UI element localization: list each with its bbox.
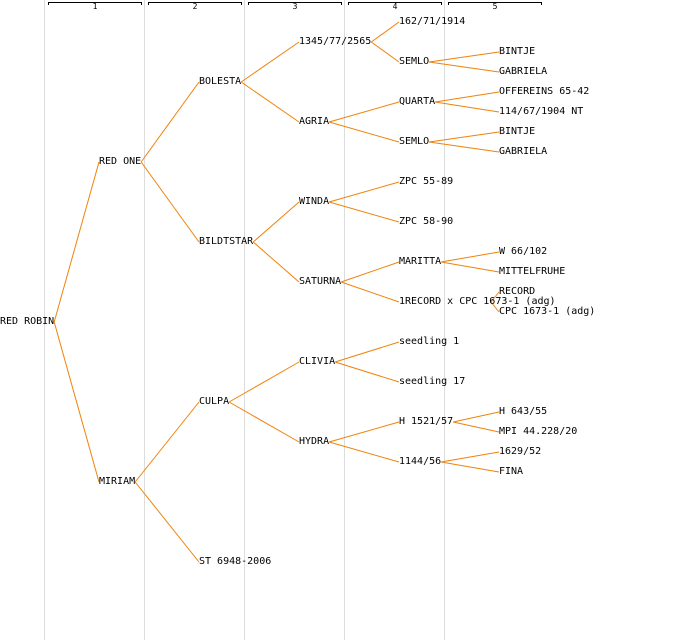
generation-number: 2 [192, 2, 198, 11]
pedigree-edge [252, 241, 300, 283]
pedigree-node-offereins-65-42: OFFEREINS 65-42 [499, 86, 590, 97]
pedigree-node-clivia: CLIVIA [299, 356, 336, 367]
pedigree-edge [435, 101, 500, 113]
pedigree-edge [490, 301, 500, 313]
pedigree-node-agria: AGRIA [299, 116, 330, 127]
pedigree-node-bolesta: BOLESTA [199, 76, 242, 87]
pedigree-node-mittelfruhe: MITTELFRUHE [499, 266, 566, 277]
pedigree-node-h-643-55: H 643/55 [499, 406, 548, 417]
pedigree-edge [370, 41, 400, 63]
pedigree-edge [453, 411, 500, 423]
generation-4-header: 4 [348, 0, 442, 11]
generation-bracket [248, 2, 342, 5]
pedigree-node-record: RECORD [499, 286, 536, 297]
column-divider [44, 0, 45, 640]
pedigree-node-bildtstar: BILDTSTAR [199, 236, 254, 247]
pedigree-edge [140, 161, 200, 243]
generation-bracket [448, 2, 542, 5]
pedigree-edge [334, 361, 400, 383]
pedigree-node-mpi-44-228-20: MPI 44.228/20 [499, 426, 578, 437]
pedigree-edge [240, 41, 300, 83]
pedigree-node-zpc-58-90: ZPC 58-90 [399, 216, 454, 227]
generation-number: 4 [392, 2, 398, 11]
generation-number: 3 [292, 2, 298, 11]
column-divider [244, 0, 245, 640]
column-divider [444, 0, 445, 640]
pedigree-node-maritta: MARITTA [399, 256, 442, 267]
pedigree-node-hydra: HYDRA [299, 436, 330, 447]
pedigree-edge [429, 61, 500, 73]
pedigree-edge [490, 291, 500, 303]
pedigree-node-quarta: QUARTA [399, 96, 436, 107]
pedigree-edge [328, 101, 400, 123]
pedigree-node-bintje: BINTJE [499, 126, 536, 137]
pedigree-edge [53, 161, 100, 323]
pedigree-edge [140, 81, 200, 163]
pedigree-node-semlo: SEMLO [399, 56, 430, 67]
pedigree-node-w-66-102: W 66/102 [499, 246, 548, 257]
generation-bracket [148, 2, 242, 5]
pedigree-edge [53, 321, 100, 483]
pedigree-node-red-robin: RED ROBIN [0, 316, 55, 327]
pedigree-node-seedling-1: seedling 1 [399, 336, 460, 347]
pedigree-edge [370, 21, 400, 43]
pedigree-edge [134, 401, 200, 483]
generation-3-header: 3 [248, 0, 342, 11]
column-divider [144, 0, 145, 640]
generation-bracket [348, 2, 442, 5]
generation-5-header: 5 [448, 0, 542, 11]
pedigree-edge [334, 341, 400, 363]
pedigree-node-h-1521-57: H 1521/57 [399, 416, 454, 427]
pedigree-edge [435, 91, 500, 103]
generation-number: 1 [92, 2, 98, 11]
pedigree-edge [340, 261, 400, 283]
pedigree-edge [328, 181, 400, 203]
pedigree-edge [340, 281, 400, 303]
pedigree-node-gabriela: GABRIELA [499, 66, 548, 77]
pedigree-node-1144-56: 1144/56 [399, 456, 442, 467]
pedigree-node-cpc-1673-1-adg: CPC 1673-1 (adg) [499, 306, 596, 317]
pedigree-node-fina: FINA [499, 466, 524, 477]
pedigree-node-zpc-55-89: ZPC 55-89 [399, 176, 454, 187]
pedigree-edge [441, 251, 500, 263]
pedigree-node-semlo: SEMLO [399, 136, 430, 147]
pedigree-edge [429, 131, 500, 143]
pedigree-node-1629-52: 1629/52 [499, 446, 542, 457]
pedigree-node-st-6948-2006: ST 6948-2006 [199, 556, 272, 567]
generation-2-header: 2 [148, 0, 242, 11]
pedigree-edge [228, 401, 300, 443]
pedigree-edge [441, 261, 500, 273]
column-divider [344, 0, 345, 640]
pedigree-edge [134, 481, 200, 563]
pedigree-edge [441, 461, 500, 473]
pedigree-node-red-one: RED ONE [99, 156, 142, 167]
pedigree-edge [240, 81, 300, 123]
pedigree-edge [441, 451, 500, 463]
pedigree-edge [328, 421, 400, 443]
pedigree-edge [328, 201, 400, 223]
pedigree-node-saturna: SATURNA [299, 276, 342, 287]
pedigree-edge [228, 361, 300, 403]
pedigree-node-miriam: MIRIAM [99, 476, 136, 487]
pedigree-node-114-67-1904-nt: 114/67/1904 NT [499, 106, 584, 117]
pedigree-node-1345-77-2565: 1345/77/2565 [299, 36, 372, 47]
pedigree-edge [328, 121, 400, 143]
pedigree-edge [252, 201, 300, 243]
pedigree-node-1record-x-cpc-1673-1-adg: 1RECORD x CPC 1673-1 (adg) [399, 296, 556, 307]
pedigree-edge [328, 441, 400, 463]
generation-bracket [48, 2, 142, 5]
generation-number: 5 [492, 2, 498, 11]
pedigree-edge [429, 51, 500, 63]
pedigree-node-culpa: CULPA [199, 396, 230, 407]
pedigree-edge [453, 421, 500, 433]
pedigree-edge [429, 141, 500, 153]
pedigree-node-bintje: BINTJE [499, 46, 536, 57]
pedigree-node-winda: WINDA [299, 196, 330, 207]
pedigree-node-162-71-1914: 162/71/1914 [399, 16, 466, 27]
generation-1-header: 1 [48, 0, 142, 11]
pedigree-node-gabriela: GABRIELA [499, 146, 548, 157]
pedigree-node-seedling-17: seedling 17 [399, 376, 466, 387]
